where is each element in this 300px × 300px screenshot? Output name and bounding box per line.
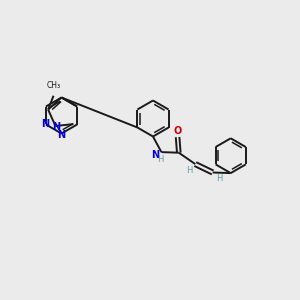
- Text: CH₃: CH₃: [47, 81, 61, 90]
- Text: N: N: [151, 150, 160, 160]
- Text: N: N: [52, 122, 60, 132]
- Text: H: H: [157, 155, 164, 164]
- Text: N: N: [40, 119, 49, 129]
- Text: O: O: [173, 126, 182, 136]
- Text: N: N: [57, 130, 66, 140]
- Text: H: H: [186, 166, 192, 175]
- Text: H: H: [216, 174, 223, 183]
